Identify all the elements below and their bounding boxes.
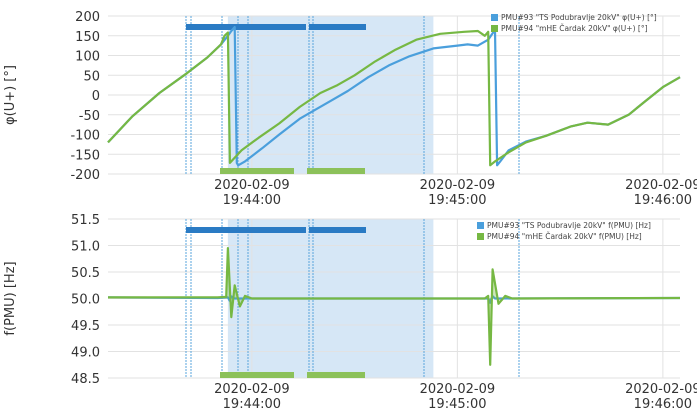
event-tag[interactable] <box>186 227 252 233</box>
x-tick-time-label: 19:45:00 <box>428 193 486 208</box>
x-tick-date-label: 2020-02-09 <box>214 382 290 397</box>
y-tick-label: 49.0 <box>71 346 100 361</box>
x-tick-time-label: 19:44:00 <box>223 397 281 409</box>
event-tag-bar <box>220 372 294 378</box>
event-tag-bar <box>222 24 306 30</box>
legend-swatch <box>491 25 498 32</box>
y-tick-label: 51.5 <box>71 213 100 228</box>
y-tick-label: 51.0 <box>71 240 100 255</box>
y-tick-label: 150 <box>75 30 100 45</box>
chart-panel-2: 51.5 51.0 50.5 50.0 49.5 49.0 48.5 f(PMU) [Hz] 2… <box>3 213 697 409</box>
legend-label: PMU#94 "mHE Čardak 20kV" φ(U+) [°] <box>501 24 648 33</box>
event-tag-bar <box>220 168 294 174</box>
y-tick-label: -150 <box>70 148 100 163</box>
y-tick-label: -50 <box>79 109 100 124</box>
y-tick-label: 50.0 <box>71 293 100 308</box>
x-tick-date-label: 2020-02-09 <box>625 178 697 193</box>
y-tick-label: 50 <box>83 69 100 84</box>
legend-label: PMU#93 "TS Podubravlje 20kV" f(PMU) [Hz] <box>487 221 651 230</box>
x-tick-time-label: 19:46:00 <box>634 397 692 409</box>
event-tag[interactable] <box>220 372 294 378</box>
legend[interactable]: PMU#93 "TS Podubravlje 20kV" φ(U+) [°] PM… <box>491 13 657 33</box>
y-tick-label: 48.5 <box>71 372 100 387</box>
y-tick-label: 0 <box>92 89 100 104</box>
event-tag[interactable] <box>222 24 306 30</box>
event-tag[interactable] <box>186 24 252 30</box>
event-tag-bar <box>309 227 366 233</box>
x-tick-date-label: 2020-02-09 <box>214 178 290 193</box>
x-tick-date-label: 2020-02-09 <box>420 178 496 193</box>
legend-label: PMU#93 "TS Podubravlje 20kV" φ(U+) [°] <box>501 13 657 22</box>
legend[interactable]: PMU#93 "TS Podubravlje 20kV" f(PMU) [Hz]… <box>477 221 651 241</box>
event-tag[interactable] <box>307 372 365 378</box>
event-tag-bar <box>222 227 306 233</box>
legend-swatch <box>477 233 484 240</box>
event-tag[interactable] <box>222 227 306 233</box>
event-tag-bar <box>307 168 365 174</box>
y-axis-label: φ(U+) [°] <box>3 65 18 125</box>
legend-item[interactable]: PMU#93 "TS Podubravlje 20kV" φ(U+) [°] <box>491 13 657 22</box>
legend-item[interactable]: PMU#94 "mHE Čardak 20kV" φ(U+) [°] <box>491 24 648 33</box>
event-tag[interactable] <box>307 168 365 174</box>
y-tick-label: -200 <box>70 168 100 183</box>
event-tag[interactable] <box>309 227 366 233</box>
legend-swatch <box>491 14 498 21</box>
event-tag-bar <box>307 372 365 378</box>
y-tick-label: 50.5 <box>71 266 100 281</box>
x-tick-time-label: 19:45:00 <box>428 397 486 409</box>
event-tag-bar <box>186 24 252 30</box>
series-line <box>107 29 681 167</box>
y-tick-label: 100 <box>75 50 100 65</box>
legend-item[interactable]: PMU#93 "TS Podubravlje 20kV" f(PMU) [Hz] <box>477 221 651 230</box>
y-axis-label: f(PMU) [Hz] <box>3 261 18 335</box>
event-tag-bar <box>309 24 366 30</box>
y-tick-label: 49.5 <box>71 319 100 334</box>
y-tick-label: -100 <box>70 129 100 144</box>
chart-panel-1: 200 150 100 50 0 -50 -100 -150 -200 φ(U+) [°] 2020… <box>3 10 697 208</box>
event-tag-bar <box>186 227 252 233</box>
x-tick-time-label: 19:46:00 <box>634 193 692 208</box>
x-tick-date-label: 2020-02-09 <box>420 382 496 397</box>
y-tick-label: 200 <box>75 10 100 25</box>
legend-label: PMU#94 "mHE Čardak 20kV" f(PMU) [Hz] <box>487 232 642 241</box>
x-tick-date-label: 2020-02-09 <box>625 382 697 397</box>
x-tick-time-label: 19:44:00 <box>223 193 281 208</box>
legend-item[interactable]: PMU#94 "mHE Čardak 20kV" f(PMU) [Hz] <box>477 232 642 241</box>
series-line <box>108 247 681 366</box>
event-tag[interactable] <box>220 168 294 174</box>
legend-swatch <box>477 222 484 229</box>
event-tag[interactable] <box>309 24 366 30</box>
